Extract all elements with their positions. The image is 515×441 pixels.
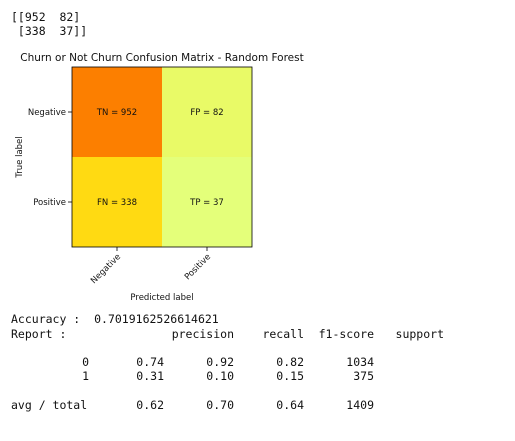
report-header-precision: precision	[171, 327, 234, 341]
accuracy-value: 0.7019162526614621	[94, 312, 219, 326]
matrix-cell-0-1	[162, 67, 252, 157]
plot-frame	[71, 66, 253, 248]
report-row-1-precision: 0.31	[136, 369, 164, 383]
y-tick-label-positive: Positive	[33, 198, 66, 208]
x-tick-label-positive: Positive	[183, 252, 213, 282]
report-total-f1-score: 0.64	[276, 398, 304, 412]
report-row-1-label: 1	[82, 369, 89, 383]
y-axis-label: True label	[15, 136, 25, 178]
matrix-cell-0-0	[72, 67, 162, 157]
report-total-recall: 0.70	[206, 398, 234, 412]
report-total-precision: 0.62	[136, 398, 164, 412]
report-header-recall: recall	[262, 327, 304, 341]
report-row-1-f1-score: 0.15	[276, 369, 304, 383]
matrix-print-line-2: [338 37]]	[11, 24, 88, 38]
cell-label-0-1: FP = 82	[190, 108, 223, 118]
matrix-cell-1-1	[162, 157, 252, 247]
report-header-f1-score: f1-score	[318, 327, 374, 341]
matrix-cell-1-0	[72, 157, 162, 247]
report-total-support: 1409	[346, 398, 374, 412]
cell-label-1-1: TP = 37	[189, 198, 224, 208]
report-row-0-support: 1034	[346, 355, 374, 369]
report-header-support: support	[395, 327, 444, 341]
report-row-0-f1-score: 0.82	[276, 355, 304, 369]
cell-label-1-0: FN = 338	[97, 198, 137, 208]
accuracy-line: Accuracy : 0.7019162526614621	[11, 312, 219, 327]
report-row-1-support: 375	[353, 369, 374, 383]
report-total-label: avg / total	[11, 398, 88, 412]
chart-title: Churn or Not Churn Confusion Matrix - Ra…	[20, 52, 303, 64]
cell-label-0-0: TN = 952	[96, 108, 137, 118]
report-row-0-recall: 0.92	[206, 355, 234, 369]
report-row-1-recall: 0.10	[206, 369, 234, 383]
accuracy-label: Accuracy :	[11, 312, 81, 326]
report-row-0-label: 0	[82, 355, 89, 369]
report-label: Report :	[11, 327, 67, 341]
report-row-0-precision: 0.74	[136, 355, 164, 369]
confusion-matrix-chart: Churn or Not Churn Confusion Matrix - Ra…	[15, 52, 304, 303]
x-axis-label: Predicted label	[130, 293, 193, 303]
matrix-print-line-1: [[952 82]	[11, 10, 81, 24]
x-tick-label-negative: Negative	[89, 252, 123, 286]
y-tick-label-negative: Negative	[28, 108, 66, 118]
